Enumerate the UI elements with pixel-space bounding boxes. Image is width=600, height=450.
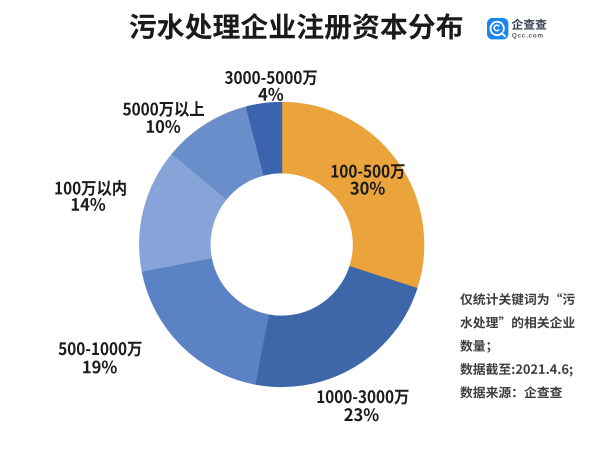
svg-text:Qcc.com: Qcc.com [512,32,544,39]
